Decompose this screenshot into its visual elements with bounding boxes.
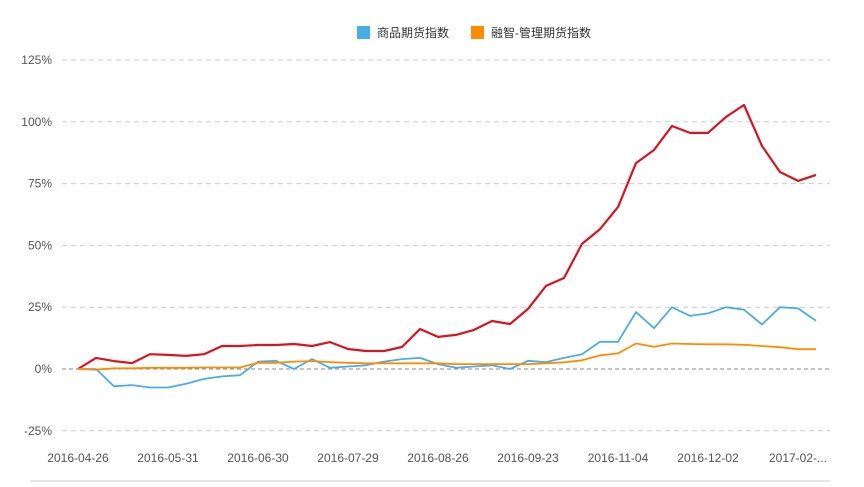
y-tick-label: 100% xyxy=(21,115,52,129)
legend-item-managed-futures-index[interactable]: 融智-管理期货指数 xyxy=(471,24,591,41)
x-tick-label: 2016-06-30 xyxy=(227,451,289,465)
y-tick-label: 25% xyxy=(28,300,52,314)
chart-legend: 商品期货指数 融智-管理期货指数 xyxy=(357,24,591,41)
x-tick-label: 2016-12-02 xyxy=(677,451,739,465)
y-tick-label: 0% xyxy=(35,362,53,376)
legend-swatch-blue xyxy=(357,26,370,39)
legend-label: 商品期货指数 xyxy=(377,26,450,40)
x-tick-label: 2016-05-31 xyxy=(137,451,199,465)
x-tick-label: 2017-02-... xyxy=(769,451,827,465)
legend-item-commodity-futures-index[interactable]: 商品期货指数 xyxy=(357,24,449,41)
y-tick-label: 75% xyxy=(28,177,52,191)
legend-swatch-orange xyxy=(471,26,485,39)
x-tick-label: 2016-08-26 xyxy=(407,451,469,465)
y-tick-label: 50% xyxy=(28,238,52,252)
x-tick-label: 2016-04-26 xyxy=(47,451,109,465)
series-line-2 xyxy=(77,342,816,371)
series-line-1 xyxy=(78,306,817,389)
y-tick-label: -25% xyxy=(24,424,52,438)
x-tick-label: 2016-07-29 xyxy=(317,451,379,465)
legend-label: 融智-管理期货指数 xyxy=(491,26,592,40)
y-tick-label: 125% xyxy=(21,53,52,67)
series-line-0 xyxy=(77,103,817,370)
x-tick-label: 2016-09-23 xyxy=(497,451,559,465)
x-tick-label: 2016-11-04 xyxy=(588,451,649,465)
